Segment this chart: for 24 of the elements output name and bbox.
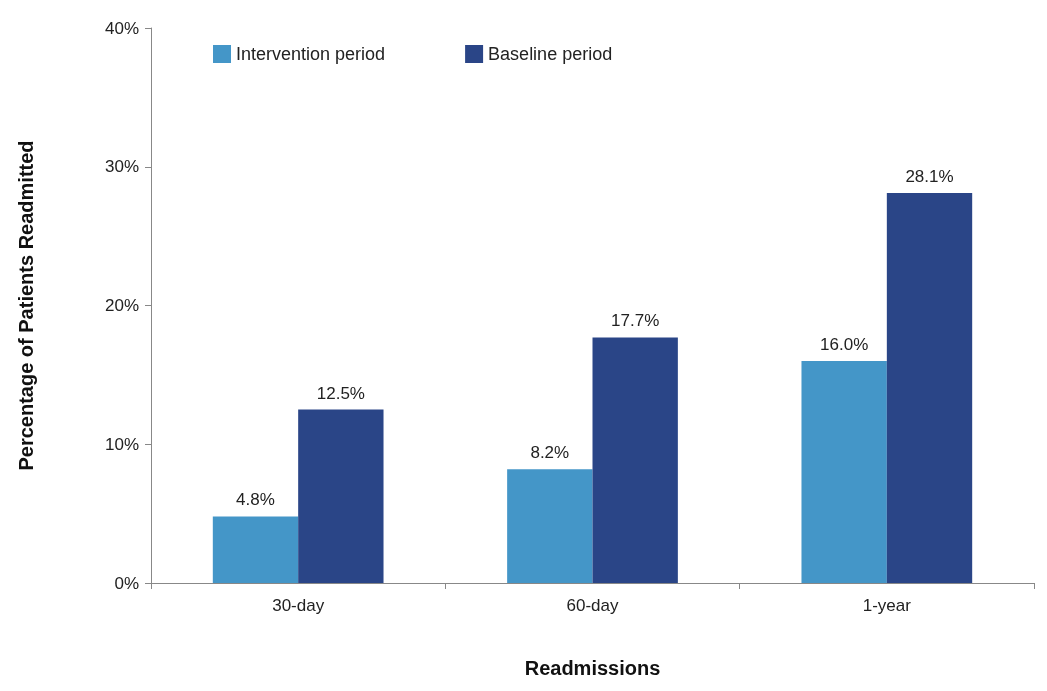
bar — [886, 193, 973, 583]
legend-label: Intervention period — [236, 44, 386, 64]
legend-label: Baseline period — [488, 44, 613, 64]
y-tick-label: 30% — [104, 157, 139, 177]
y-axis-title: Percentage of Patients Readmitted — [15, 140, 37, 471]
bar — [592, 337, 678, 583]
data-label: 17.7% — [611, 311, 660, 331]
y-tick-label: 10% — [104, 434, 139, 454]
data-label: 28.1% — [905, 167, 954, 187]
bar — [298, 409, 384, 583]
x-tick-label: 60-day — [566, 596, 619, 615]
data-label: 4.8% — [236, 490, 275, 510]
bar — [212, 516, 299, 583]
x-tick-label: 1-year — [862, 596, 912, 615]
data-label: 16.0% — [820, 335, 869, 354]
y-tick-label: 0% — [114, 573, 139, 593]
bar — [507, 469, 593, 583]
y-tick-label: 20% — [104, 296, 139, 315]
data-label: 8.2% — [530, 443, 570, 463]
x-tick-label: 30-day — [272, 596, 325, 615]
data-label: 12.5% — [316, 383, 365, 403]
bar — [801, 361, 887, 583]
y-tick-label: 40% — [104, 18, 139, 38]
x-axis-title: Readmissions — [524, 657, 661, 679]
